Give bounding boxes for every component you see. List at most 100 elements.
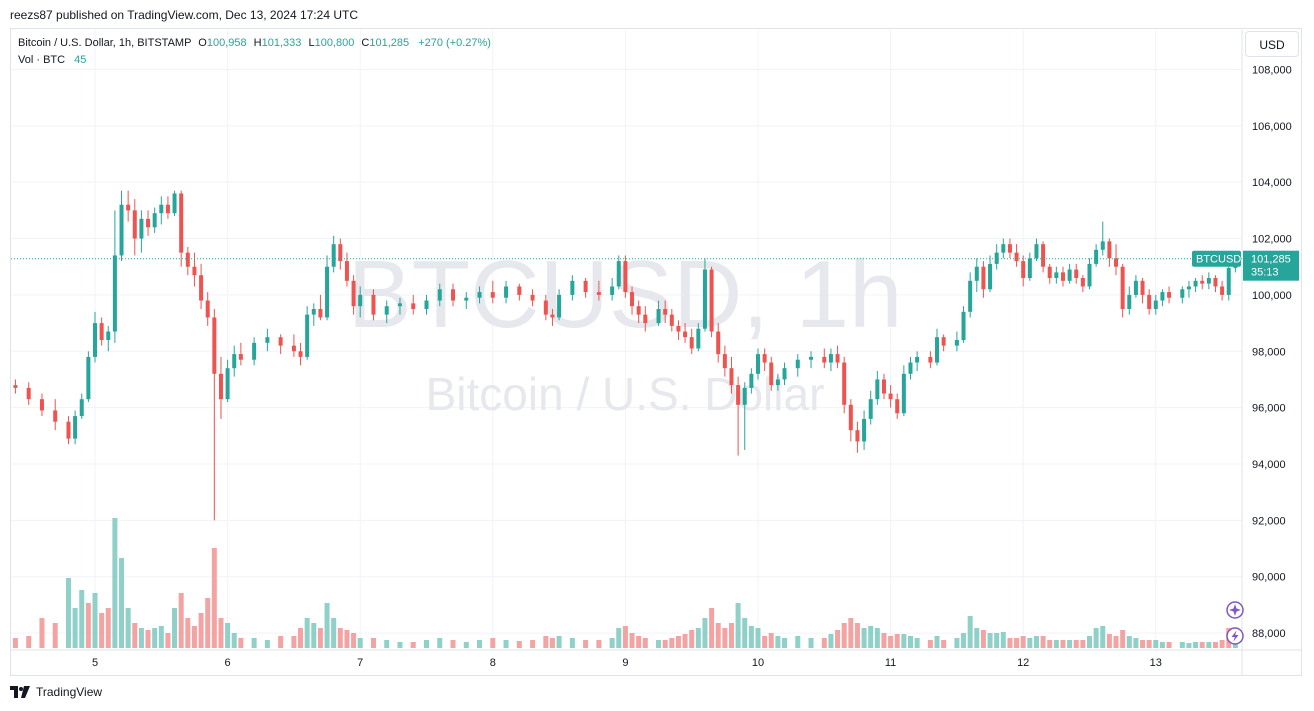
volume-bar xyxy=(596,640,602,648)
candle-body xyxy=(842,362,847,405)
candle-body xyxy=(199,275,204,301)
volume-bar xyxy=(251,638,257,648)
volume-bar xyxy=(848,618,854,648)
chart-frame xyxy=(10,28,1302,676)
volume-bar xyxy=(994,633,1000,648)
volume-bar xyxy=(264,640,270,648)
candle-body xyxy=(112,255,117,332)
candle-body xyxy=(371,294,376,315)
candle-body xyxy=(855,430,860,442)
volume-bar xyxy=(52,623,58,648)
candle-body xyxy=(179,193,184,253)
candle-body xyxy=(132,210,137,239)
volume-bar xyxy=(1047,640,1053,648)
volume-bar xyxy=(165,633,171,648)
legend-close-label: C xyxy=(361,37,370,49)
candle-body xyxy=(477,292,482,298)
candle-body xyxy=(669,314,674,326)
volume-bar xyxy=(185,618,191,648)
candle-body xyxy=(1180,289,1185,298)
legend-close-value: 101,285 xyxy=(369,37,410,49)
time-axis-label: 12 xyxy=(1017,657,1029,669)
candle-body xyxy=(252,342,257,360)
candle-body xyxy=(822,356,827,363)
volume-bar xyxy=(152,628,158,648)
candle-body xyxy=(570,280,575,295)
candle-body xyxy=(331,244,336,267)
candle-body xyxy=(13,385,18,388)
candle-body xyxy=(172,193,177,214)
volume-bar xyxy=(317,628,323,648)
candle-body xyxy=(596,292,601,295)
volume-bar xyxy=(881,633,887,648)
volume-bar xyxy=(795,636,801,648)
candle-body xyxy=(1100,241,1105,250)
candle-body xyxy=(325,266,330,318)
currency-button[interactable]: USD xyxy=(1245,31,1299,57)
candle-body xyxy=(344,261,349,281)
candle-body xyxy=(159,204,164,214)
footer-brand: TradingView xyxy=(10,685,102,699)
candle-body xyxy=(895,399,900,414)
volume-bar xyxy=(172,608,178,648)
volume-bar xyxy=(1093,628,1099,648)
candle-body xyxy=(311,309,316,315)
price-tag-value-bg xyxy=(1243,250,1299,281)
candle-body xyxy=(722,354,727,369)
volume-bar xyxy=(675,636,681,648)
candle-body xyxy=(954,340,959,346)
candle-body xyxy=(146,218,151,228)
volume-bar xyxy=(231,633,237,648)
candle-body xyxy=(451,289,456,301)
volume-bar xyxy=(437,638,443,648)
volume-bar xyxy=(961,633,967,648)
candle-body xyxy=(218,373,223,400)
volume-bar xyxy=(722,628,728,648)
volume-bar xyxy=(609,638,615,648)
candle-body xyxy=(663,309,668,315)
volume-bar xyxy=(1007,638,1013,648)
candle-body xyxy=(1127,294,1132,309)
lightning-icon[interactable] xyxy=(1226,627,1244,645)
volume-bar xyxy=(1159,642,1165,648)
volume-bar xyxy=(138,628,144,648)
volume-bar xyxy=(1219,640,1225,648)
volume-bar xyxy=(636,636,642,648)
price-axis-label: 100,000 xyxy=(1252,290,1292,302)
volume-bar xyxy=(72,608,78,648)
price-axis-label: 104,000 xyxy=(1252,177,1292,189)
candle-body xyxy=(119,204,124,256)
time-axis-label: 10 xyxy=(752,657,764,669)
volume-bar xyxy=(768,633,774,648)
volume-bar xyxy=(689,630,695,648)
candle-body xyxy=(139,218,144,239)
volume-bar xyxy=(1073,640,1079,648)
volume-bar xyxy=(894,634,900,648)
volume-bar xyxy=(682,634,688,648)
candle-body xyxy=(775,379,780,386)
volume-bar xyxy=(642,638,648,648)
candle-body xyxy=(742,387,747,405)
volume-bar xyxy=(967,616,973,648)
volume-bar xyxy=(298,628,304,648)
volume-bar xyxy=(980,630,986,648)
legend-open-label: O xyxy=(198,37,207,49)
candle-body xyxy=(915,356,920,363)
footer-brand-text: TradingView xyxy=(36,685,103,699)
time-axis-label: 8 xyxy=(490,657,496,669)
volume-bar xyxy=(762,636,768,648)
volume-bar xyxy=(39,618,45,648)
volume-bar xyxy=(748,626,754,648)
candle-body xyxy=(265,337,270,343)
candle-body xyxy=(225,368,230,400)
candle-body xyxy=(298,351,303,357)
candle-body xyxy=(676,325,681,332)
volume-bar xyxy=(629,633,635,648)
add-alert-icon[interactable] xyxy=(1226,601,1244,619)
volume-bar xyxy=(1060,640,1066,648)
volume-bar xyxy=(410,642,416,648)
candle-body xyxy=(716,331,721,355)
volume-bar xyxy=(344,630,350,648)
price-tag-symbol: BTCUSD xyxy=(1196,254,1241,266)
